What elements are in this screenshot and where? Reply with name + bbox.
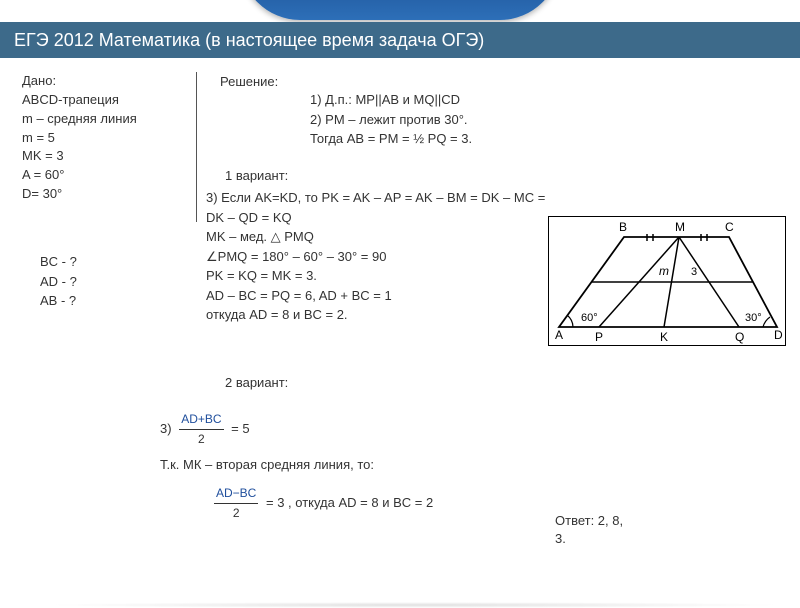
find-block: BC - ? AD - ? AB - ? (40, 252, 77, 311)
label-P: P (595, 330, 603, 344)
given-l3: m = 5 (22, 129, 188, 148)
label-m: m (659, 264, 669, 278)
frac1-num: AD+BC (179, 410, 223, 430)
solution-head: Решение: (220, 72, 278, 92)
v1-l6: откуда AD = 8 и BC = 2. (206, 305, 546, 325)
given-l5: A = 60° (22, 166, 188, 185)
variant1-block: 3) Если AK=KD, то PK = AK – AP = AK – BM… (206, 188, 546, 325)
answer-block: Ответ: 2, 8, 3. (555, 512, 623, 548)
v2-line2: AD−BC 2 = 3 , откуда AD = 8 и BC = 2 (160, 484, 433, 523)
label-C: C (725, 220, 734, 234)
v1-l1: 3) Если AK=KD, то PK = AK – AP = AK – BM… (206, 188, 546, 227)
dp-1: 1) Д.п.: MP||AB и MQ||CD (310, 90, 472, 110)
label-3: 3 (691, 266, 697, 278)
find-l3: AB - ? (40, 291, 77, 311)
v1-l2: MK – мед. △ PMQ (206, 227, 546, 247)
label-60: 60° (581, 312, 598, 324)
find-l2: AD - ? (40, 272, 77, 292)
slide-title: ЕГЭ 2012 Математика (в настоящее время з… (14, 30, 484, 51)
angle-30 (763, 317, 770, 327)
variant2-block: 3) AD+BC 2 = 5 Т.к. МК – вторая средняя … (160, 410, 433, 524)
v2-eq1: = 5 (231, 421, 249, 436)
label-D: D (774, 328, 783, 342)
given-l6: D= 30° (22, 185, 188, 204)
frac2-den: 2 (214, 504, 258, 523)
answer-l1: Ответ: 2, 8, (555, 512, 623, 530)
label-A: A (555, 328, 563, 342)
label-M: M (675, 220, 685, 234)
variant1-label: 1 вариант: (225, 168, 288, 183)
find-l1: BC - ? (40, 252, 77, 272)
title-bar: ЕГЭ 2012 Математика (в настоящее время з… (0, 22, 800, 58)
frac2-num: AD−BC (214, 484, 258, 504)
given-l4: MK = 3 (22, 147, 188, 166)
v2-mid: Т.к. МК – вторая средняя линия, то: (160, 455, 433, 476)
v2-eq2: = 3 , откуда AD = 8 и BC = 2 (266, 495, 433, 510)
header-arc (240, 0, 560, 20)
slide-shadow (44, 602, 784, 608)
label-Q: Q (735, 330, 744, 344)
fraction-1: AD+BC 2 (179, 410, 223, 449)
variant2-label: 2 вариант: (225, 375, 288, 390)
dp-block: 1) Д.п.: MP||AB и MQ||CD 2) PM – лежит п… (310, 90, 472, 149)
v1-l5: AD – BC = PQ = 6, AD + BC = 1 (206, 286, 546, 306)
dp-3: Тогда AB = PM = ½ PQ = 3. (310, 129, 472, 149)
v2-pre: 3) (160, 421, 172, 436)
given-block: Дано: ABCD-трапеция m – средняя линия m … (22, 72, 197, 222)
v1-l3: ∠PMQ = 180° – 60° – 30° = 90 (206, 247, 546, 267)
given-head: Дано: (22, 72, 188, 91)
answer-l2: 3. (555, 530, 623, 548)
v2-line1: 3) AD+BC 2 = 5 (160, 410, 433, 449)
v1-l4: PK = KQ = MK = 3. (206, 266, 546, 286)
trapezoid-diagram: A D B C M P K Q m 60° 30° 3 (548, 216, 786, 346)
label-30: 30° (745, 312, 762, 324)
frac1-den: 2 (179, 430, 223, 449)
given-l2: m – средняя линия (22, 110, 188, 129)
given-l1: ABCD-трапеция (22, 91, 188, 110)
label-K: K (660, 330, 668, 344)
angle-60 (567, 315, 573, 327)
fraction-2: AD−BC 2 (214, 484, 258, 523)
dp-2: 2) PM – лежит против 30°. (310, 110, 472, 130)
label-B: B (619, 220, 627, 234)
